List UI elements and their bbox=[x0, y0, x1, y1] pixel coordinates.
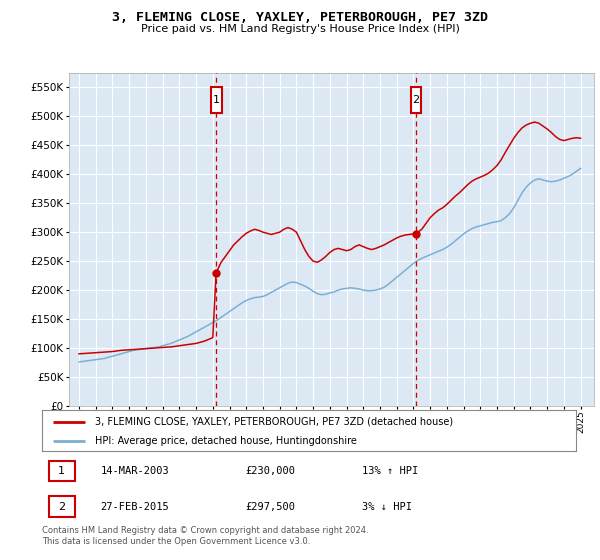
FancyBboxPatch shape bbox=[211, 87, 221, 113]
Text: HPI: Average price, detached house, Huntingdonshire: HPI: Average price, detached house, Hunt… bbox=[95, 436, 357, 446]
Text: 1: 1 bbox=[58, 466, 65, 476]
Text: Price paid vs. HM Land Registry's House Price Index (HPI): Price paid vs. HM Land Registry's House … bbox=[140, 24, 460, 34]
FancyBboxPatch shape bbox=[410, 87, 421, 113]
Text: £297,500: £297,500 bbox=[245, 502, 295, 511]
FancyBboxPatch shape bbox=[49, 496, 74, 517]
FancyBboxPatch shape bbox=[49, 461, 74, 481]
Text: £230,000: £230,000 bbox=[245, 466, 295, 476]
Text: Contains HM Land Registry data © Crown copyright and database right 2024.
This d: Contains HM Land Registry data © Crown c… bbox=[42, 526, 368, 546]
Text: 14-MAR-2003: 14-MAR-2003 bbox=[101, 466, 169, 476]
Text: 13% ↑ HPI: 13% ↑ HPI bbox=[362, 466, 419, 476]
Text: 3, FLEMING CLOSE, YAXLEY, PETERBOROUGH, PE7 3ZD: 3, FLEMING CLOSE, YAXLEY, PETERBOROUGH, … bbox=[112, 11, 488, 24]
Text: 27-FEB-2015: 27-FEB-2015 bbox=[101, 502, 169, 511]
Text: 1: 1 bbox=[212, 95, 220, 105]
Text: 2: 2 bbox=[412, 95, 419, 105]
Text: 3, FLEMING CLOSE, YAXLEY, PETERBOROUGH, PE7 3ZD (detached house): 3, FLEMING CLOSE, YAXLEY, PETERBOROUGH, … bbox=[95, 417, 454, 427]
Text: 2: 2 bbox=[58, 502, 65, 511]
Text: 3% ↓ HPI: 3% ↓ HPI bbox=[362, 502, 412, 511]
